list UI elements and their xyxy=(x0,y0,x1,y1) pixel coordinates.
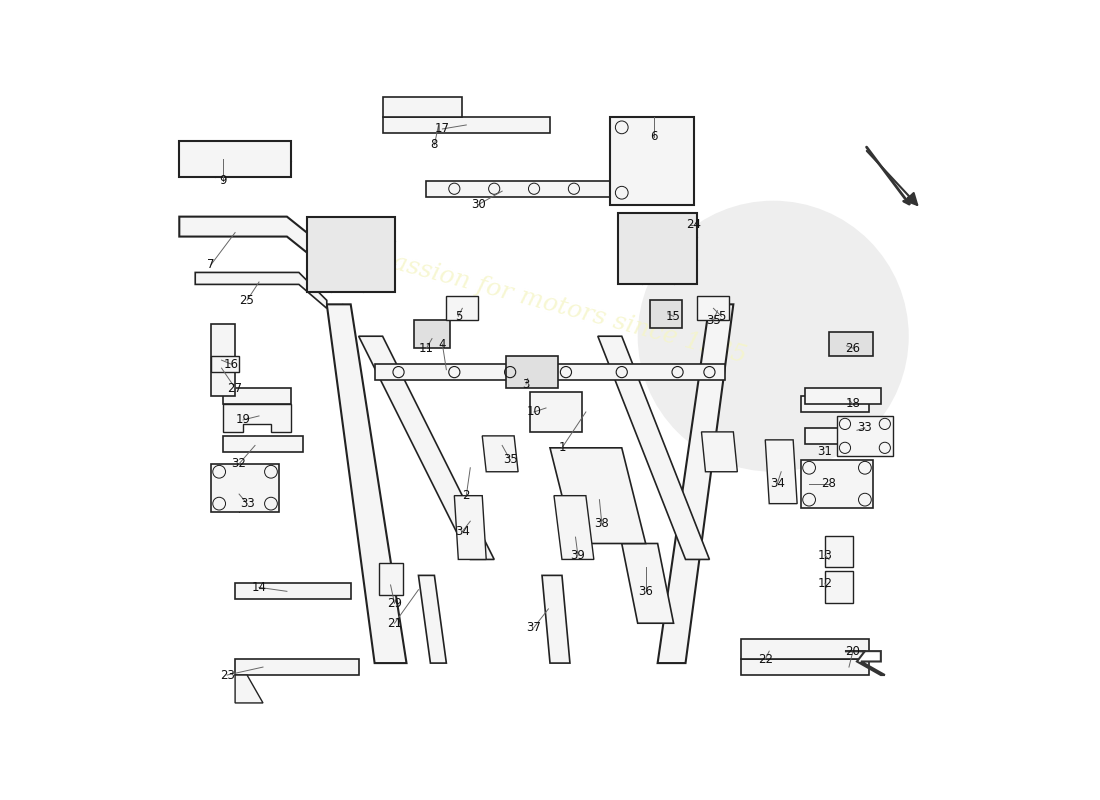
Text: 22: 22 xyxy=(758,653,772,666)
Polygon shape xyxy=(801,460,873,508)
Polygon shape xyxy=(741,659,869,675)
Text: 1: 1 xyxy=(558,442,565,454)
Polygon shape xyxy=(211,356,239,372)
Polygon shape xyxy=(609,117,693,205)
Text: 2: 2 xyxy=(462,489,470,502)
Polygon shape xyxy=(327,304,407,663)
Polygon shape xyxy=(235,675,263,703)
Text: 17: 17 xyxy=(434,122,450,135)
Polygon shape xyxy=(597,336,710,559)
Text: 31: 31 xyxy=(817,446,833,458)
Polygon shape xyxy=(542,575,570,663)
Polygon shape xyxy=(825,535,852,567)
Text: 3: 3 xyxy=(522,378,530,390)
Text: 32: 32 xyxy=(232,458,246,470)
Polygon shape xyxy=(766,440,797,504)
Polygon shape xyxy=(378,563,403,595)
Text: 26: 26 xyxy=(846,342,860,354)
Polygon shape xyxy=(223,388,290,404)
Text: 29: 29 xyxy=(387,597,402,610)
Text: 23: 23 xyxy=(220,669,234,682)
Text: 27: 27 xyxy=(228,382,243,394)
Polygon shape xyxy=(235,659,359,675)
Polygon shape xyxy=(383,117,550,133)
Polygon shape xyxy=(482,436,518,472)
Polygon shape xyxy=(530,392,582,432)
Polygon shape xyxy=(618,213,697,285)
Text: 12: 12 xyxy=(817,577,833,590)
Text: 33: 33 xyxy=(240,497,254,510)
Text: 35: 35 xyxy=(706,314,721,326)
Polygon shape xyxy=(741,639,869,659)
Polygon shape xyxy=(650,300,682,328)
Polygon shape xyxy=(801,396,869,412)
Polygon shape xyxy=(418,575,447,663)
Polygon shape xyxy=(415,320,450,348)
Polygon shape xyxy=(702,432,737,472)
Text: 39: 39 xyxy=(571,549,585,562)
Text: 15: 15 xyxy=(667,310,681,322)
Polygon shape xyxy=(454,496,486,559)
Polygon shape xyxy=(211,324,235,396)
Polygon shape xyxy=(805,388,881,404)
Text: 30: 30 xyxy=(471,198,485,211)
Polygon shape xyxy=(825,571,852,603)
Text: 8: 8 xyxy=(431,138,438,151)
Polygon shape xyxy=(223,436,302,452)
Text: 18: 18 xyxy=(846,398,860,410)
Polygon shape xyxy=(805,428,873,444)
Polygon shape xyxy=(195,273,327,308)
Text: 5: 5 xyxy=(454,310,462,322)
Polygon shape xyxy=(837,416,893,456)
Text: 6: 6 xyxy=(650,130,658,143)
Circle shape xyxy=(638,201,909,472)
Polygon shape xyxy=(506,356,558,388)
Text: 34: 34 xyxy=(770,478,784,490)
Text: 24: 24 xyxy=(686,218,701,231)
Text: 34: 34 xyxy=(455,525,470,538)
Polygon shape xyxy=(427,181,609,197)
Polygon shape xyxy=(211,464,279,512)
Polygon shape xyxy=(223,404,290,432)
Text: 37: 37 xyxy=(527,621,541,634)
Polygon shape xyxy=(621,543,673,623)
Polygon shape xyxy=(550,448,646,543)
Text: 25: 25 xyxy=(240,294,254,307)
Text: 36: 36 xyxy=(638,585,653,598)
Polygon shape xyxy=(179,217,327,269)
Text: 33: 33 xyxy=(858,422,872,434)
Text: 20: 20 xyxy=(846,645,860,658)
Text: 9: 9 xyxy=(219,174,227,187)
Text: 35: 35 xyxy=(503,454,517,466)
Polygon shape xyxy=(554,496,594,559)
Polygon shape xyxy=(447,296,478,320)
Polygon shape xyxy=(658,304,734,663)
Text: 7: 7 xyxy=(208,258,214,271)
Text: 19: 19 xyxy=(235,414,251,426)
Text: a passion for motors since 1985: a passion for motors since 1985 xyxy=(352,241,748,368)
Polygon shape xyxy=(383,97,462,117)
Polygon shape xyxy=(235,583,351,599)
Text: 4: 4 xyxy=(439,338,447,350)
Text: 5: 5 xyxy=(717,310,725,322)
Polygon shape xyxy=(845,651,884,675)
Text: 14: 14 xyxy=(252,581,266,594)
Polygon shape xyxy=(359,336,494,559)
Text: 38: 38 xyxy=(594,517,609,530)
Polygon shape xyxy=(697,296,729,320)
Text: 13: 13 xyxy=(817,549,833,562)
Polygon shape xyxy=(829,332,873,356)
Polygon shape xyxy=(179,141,290,177)
Text: 11: 11 xyxy=(419,342,433,354)
Text: 10: 10 xyxy=(527,406,541,418)
Polygon shape xyxy=(307,217,395,292)
Text: 28: 28 xyxy=(822,478,836,490)
Text: 16: 16 xyxy=(223,358,239,370)
Text: 21: 21 xyxy=(387,617,402,630)
Polygon shape xyxy=(375,364,725,380)
